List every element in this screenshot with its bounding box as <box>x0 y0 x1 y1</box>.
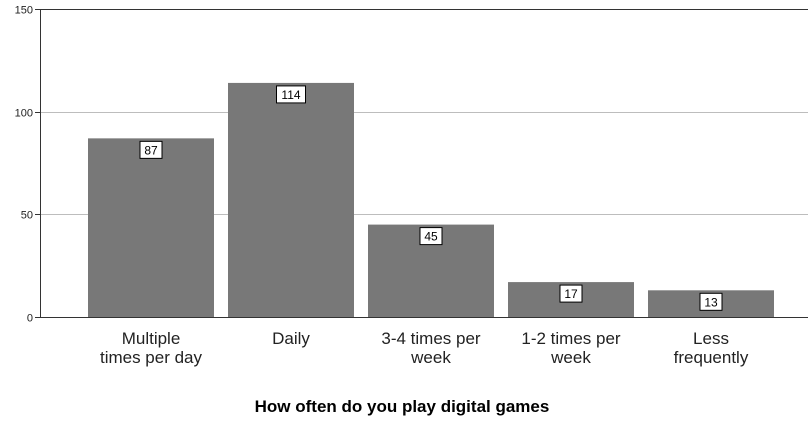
data-label-3: 17 <box>564 287 578 301</box>
bar-0 <box>88 138 214 317</box>
bars <box>88 82 774 317</box>
data-label-box-3 <box>559 284 583 303</box>
y-tick-label-0: 0 <box>27 313 33 325</box>
data-label-box-0 <box>139 140 163 159</box>
x-tick-label-4: Less frequently <box>674 329 749 367</box>
x-tick-label-3: 1-2 times per week <box>521 329 621 367</box>
x-tick-label-1: Daily <box>272 329 310 348</box>
data-label-box-4 <box>699 292 723 311</box>
data-labels: 87 114 45 17 13 <box>139 85 723 311</box>
axes: 0 50 100 150 Multiple times per day Daily 3-4 t… <box>15 5 808 367</box>
bar-1 <box>228 82 354 317</box>
x-tick-label-0: Multiple times per day <box>100 329 203 367</box>
data-label-2: 45 <box>424 230 438 244</box>
x-axis-title: How often do you play digital games <box>255 397 550 416</box>
data-label-box-2 <box>419 227 443 246</box>
data-label-box-1 <box>276 85 306 104</box>
data-label-4: 13 <box>704 295 718 309</box>
y-tick-label-50: 50 <box>21 210 33 222</box>
y-tick-label-100: 100 <box>15 108 33 120</box>
data-label-0: 87 <box>144 143 158 157</box>
x-tick-label-2: 3-4 times per week <box>381 329 481 367</box>
data-label-1: 114 <box>281 88 300 102</box>
y-tick-label-150: 150 <box>15 5 33 17</box>
